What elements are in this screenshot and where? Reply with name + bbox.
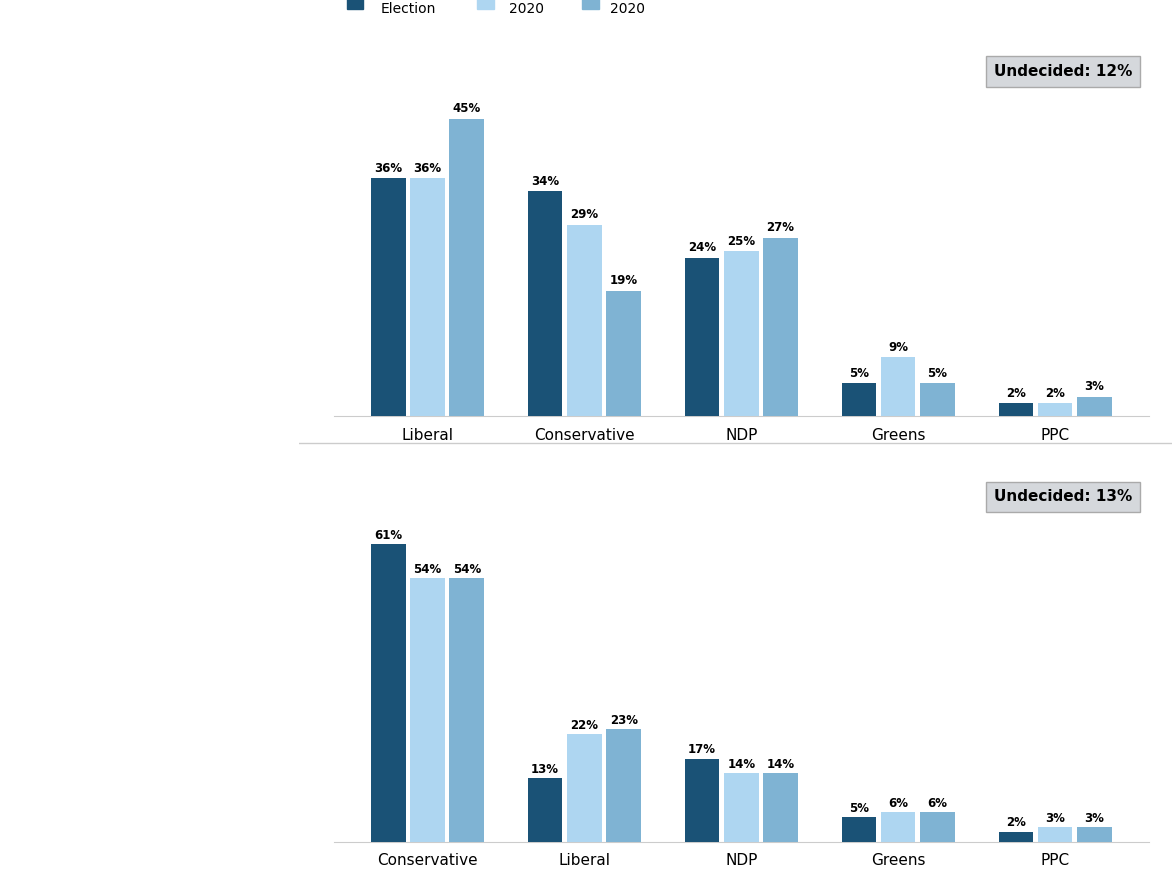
Bar bbox=[763, 773, 798, 842]
Bar bbox=[920, 384, 955, 416]
Bar bbox=[527, 191, 563, 416]
Text: REGIONAL
FEDERAL PARTY
SUPPORT: REGIONAL FEDERAL PARTY SUPPORT bbox=[21, 62, 207, 132]
Text: 22%: 22% bbox=[571, 719, 599, 732]
Bar bbox=[999, 832, 1033, 842]
Text: 25%: 25% bbox=[728, 235, 755, 248]
Bar bbox=[606, 729, 641, 842]
Bar bbox=[724, 251, 758, 416]
Text: 29%: 29% bbox=[571, 208, 599, 222]
Text: 54%: 54% bbox=[452, 563, 481, 576]
Bar bbox=[1037, 403, 1072, 416]
Bar bbox=[372, 544, 406, 842]
Text: 34%: 34% bbox=[531, 175, 559, 188]
Text: 2%: 2% bbox=[1045, 387, 1065, 400]
Bar bbox=[841, 817, 877, 842]
Text: 3%: 3% bbox=[1084, 812, 1104, 825]
Text: 2%: 2% bbox=[1006, 387, 1026, 400]
Legend: Oct. 2019
Election, March
2020, June
2020: Oct. 2019 Election, March 2020, June 202… bbox=[341, 0, 650, 21]
Bar bbox=[567, 734, 601, 842]
Bar bbox=[1037, 827, 1072, 842]
Text: Q4. “Now turning to federal politics for a minute. If a federal election were he: Q4. “Now turning to federal politics for… bbox=[21, 408, 1160, 431]
Bar bbox=[841, 384, 877, 416]
Text: Undecided: 12%: Undecided: 12% bbox=[994, 64, 1132, 79]
Text: 14%: 14% bbox=[766, 758, 795, 771]
Bar bbox=[606, 291, 641, 416]
Text: 24%: 24% bbox=[688, 241, 716, 254]
Bar bbox=[763, 237, 798, 416]
Bar bbox=[372, 178, 406, 416]
Text: 45%: 45% bbox=[452, 103, 481, 115]
Text: 2%: 2% bbox=[1006, 817, 1026, 829]
Text: 23%: 23% bbox=[609, 714, 638, 727]
Text: 13%: 13% bbox=[531, 763, 559, 776]
Bar bbox=[450, 578, 484, 842]
Bar bbox=[410, 178, 445, 416]
Text: 17%: 17% bbox=[688, 743, 716, 757]
Text: 19%: 19% bbox=[609, 275, 638, 287]
Text: 61%: 61% bbox=[374, 529, 402, 541]
Bar bbox=[881, 812, 915, 842]
Bar bbox=[684, 258, 720, 416]
Text: 36%: 36% bbox=[374, 162, 402, 175]
Text: 6%: 6% bbox=[927, 797, 947, 810]
Text: DECIDED AND
LEANING VOTERS: DECIDED AND LEANING VOTERS bbox=[21, 284, 196, 323]
Text: 3%: 3% bbox=[1045, 812, 1065, 825]
Text: 27%: 27% bbox=[766, 222, 795, 235]
Bar bbox=[684, 758, 720, 842]
Bar bbox=[920, 812, 955, 842]
Text: 9%: 9% bbox=[888, 340, 908, 354]
Text: 36%: 36% bbox=[414, 162, 442, 175]
Text: 3%: 3% bbox=[1084, 380, 1104, 393]
Text: Base: All respondents (N=1,000): Base: All respondents (N=1,000) bbox=[21, 691, 203, 701]
Bar bbox=[527, 778, 563, 842]
Bar bbox=[1077, 827, 1111, 842]
Bar bbox=[999, 403, 1033, 416]
Bar bbox=[410, 578, 445, 842]
Bar bbox=[881, 357, 915, 416]
Text: 5%: 5% bbox=[849, 367, 868, 380]
Bar bbox=[1077, 397, 1111, 416]
Text: 14%: 14% bbox=[728, 758, 755, 771]
Text: Undecided: 13%: Undecided: 13% bbox=[994, 489, 1132, 504]
Bar bbox=[450, 119, 484, 416]
Text: 5%: 5% bbox=[849, 802, 868, 815]
Text: PR○B○E RESEARCH INC.: PR○B○E RESEARCH INC. bbox=[21, 828, 191, 842]
Text: 6%: 6% bbox=[888, 797, 908, 810]
Text: 54%: 54% bbox=[414, 563, 442, 576]
Bar bbox=[724, 773, 758, 842]
Text: 5%: 5% bbox=[927, 367, 947, 380]
Bar bbox=[567, 224, 601, 416]
